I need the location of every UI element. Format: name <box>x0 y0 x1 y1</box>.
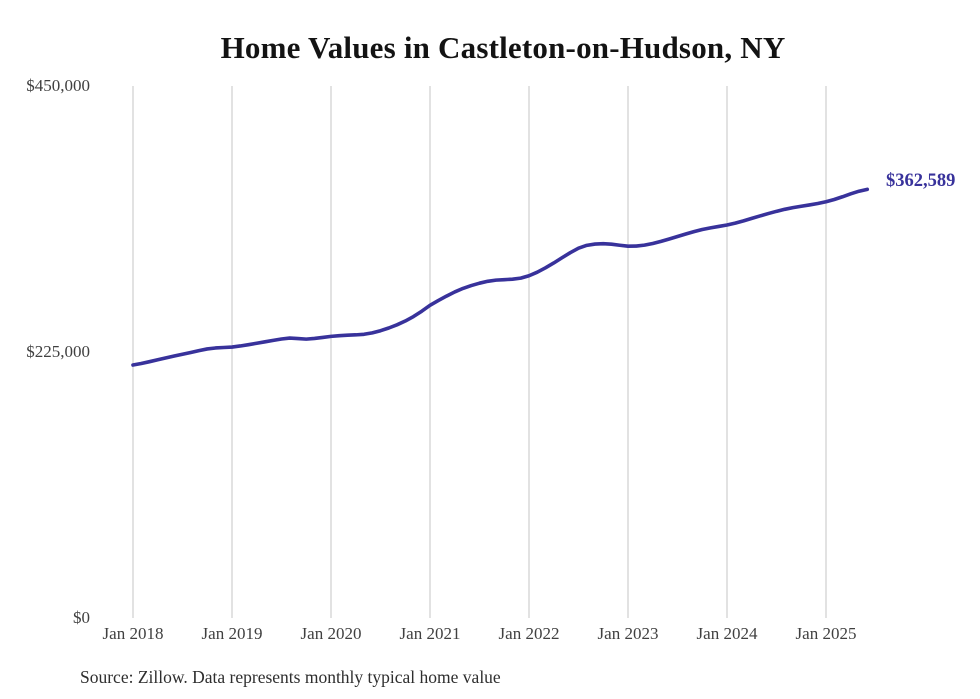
home-value-line <box>131 187 870 367</box>
x-tick-jan-2020: Jan 2020 <box>300 624 362 643</box>
vertical-gridlines <box>132 86 827 618</box>
y-tick-225000: $225,000 <box>26 342 90 361</box>
y-tick-450000: $450,000 <box>26 76 90 95</box>
latest-value-label: $362,589 <box>886 171 956 191</box>
x-tick-jan-2019: Jan 2019 <box>201 624 263 643</box>
y-tick-0: $0 <box>73 608 90 627</box>
x-tick-jan-2018: Jan 2018 <box>102 624 164 643</box>
chart-title: Home Values in Castleton-on-Hudson, NY <box>220 30 786 65</box>
x-tick-jan-2023: Jan 2023 <box>597 624 659 643</box>
source-note: Source: Zillow. Data represents monthly … <box>80 667 501 687</box>
x-tick-jan-2024: Jan 2024 <box>696 624 758 643</box>
x-tick-jan-2021: Jan 2021 <box>399 624 461 643</box>
x-tick-jan-2022: Jan 2022 <box>498 624 560 643</box>
x-tick-jan-2025: Jan 2025 <box>795 624 857 643</box>
